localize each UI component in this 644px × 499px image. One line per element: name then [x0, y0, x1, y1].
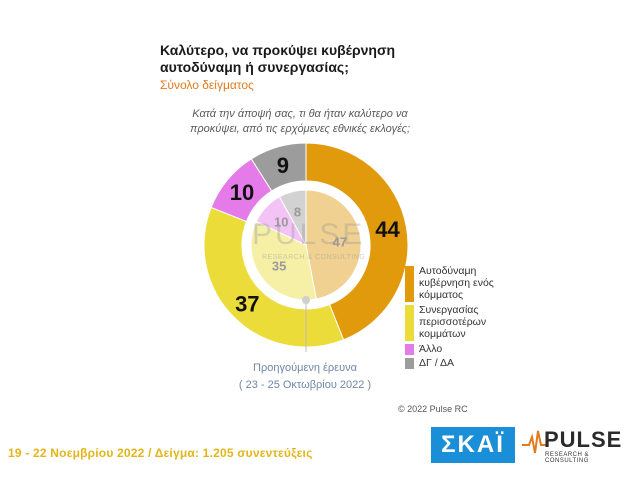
previous-survey-dot [302, 296, 310, 304]
pulse-watermark: PULSE [252, 218, 366, 251]
inner-ring [250, 189, 362, 301]
legend-item: ΔΓ / ΔΑ [405, 357, 545, 369]
current-value-label-1: 37 [235, 291, 259, 316]
legend-label: ΔΓ / ΔΑ [419, 357, 454, 369]
value-labels: 44 37 10 9 47 35 10 8 [230, 153, 401, 316]
legend-item: Συνεργασίας περισσοτέρων κομμάτων [405, 304, 545, 341]
previous-value-label-0: 47 [333, 234, 347, 249]
legend-swatch [405, 266, 414, 302]
previous-survey-dates: ( 23 - 25 Οκτωβρίου 2022 ) [238, 379, 372, 391]
legend-label: Συνεργασίας περισσοτέρων κομμάτων [419, 304, 487, 340]
previous-segment-0 [305, 189, 362, 300]
previous-value-label-1: 35 [272, 258, 286, 273]
chart-subtitle: Σύνολο δείγματος [160, 78, 254, 92]
legend-swatch [405, 305, 414, 341]
legend-item: Αυτοδύναμη κυβέρνηση ενός κόμματος [405, 265, 545, 302]
survey-question: Κατά την άποψή σας, τι θα ήταν καλύτερο … [189, 108, 411, 135]
legend-swatch [405, 358, 414, 369]
legend-item: Άλλο [405, 343, 545, 355]
current-segment-0 [305, 142, 409, 341]
survey-footer: 19 - 22 Νοεμβρίου 2022 / Δείγμα: 1.205 σ… [8, 446, 313, 460]
previous-survey-caption: Προηγούμενη έρευνα ( 23 - 25 Οκτωβρίου 2… [215, 360, 395, 394]
copyright-text: © 2022 Pulse RC [398, 404, 468, 414]
pulse-watermark-subtitle: RESEARCH & CONSULTING [262, 254, 366, 261]
pulse-logo-text: PULSE [544, 427, 623, 452]
previous-segment-1 [250, 220, 317, 301]
current-segment-3 [250, 142, 307, 192]
pulse-heartbeat-icon [522, 430, 546, 454]
current-value-label-3: 9 [277, 153, 289, 178]
previous-value-label-2: 10 [274, 214, 288, 229]
legend-label: Άλλο [419, 343, 443, 355]
current-value-label-0: 44 [375, 217, 400, 242]
previous-value-label-3: 8 [294, 205, 301, 220]
chart-legend: Αυτοδύναμη κυβέρνηση ενός κόμματος Συνεργ… [405, 265, 545, 371]
pulse-logo-subtitle: RESEARCH & CONSULTING [545, 452, 590, 464]
legend-label: Αυτοδύναμη κυβέρνηση ενός κόμματος [419, 265, 494, 301]
current-segment-1 [203, 206, 345, 348]
chart-title: Καλύτερο, να προκύψει κυβέρνηση αυτοδύνα… [160, 42, 396, 75]
skai-logo: ΣΚΑΪ [431, 427, 515, 463]
previous-segment-3 [278, 189, 307, 246]
pulse-logo: PULSE RESEARCH & CONSULTING [522, 425, 634, 465]
current-value-label-2: 10 [230, 180, 254, 205]
outer-ring [203, 142, 409, 348]
legend-swatch [405, 344, 414, 355]
previous-survey-label: Προηγούμενη έρευνα [253, 362, 357, 374]
